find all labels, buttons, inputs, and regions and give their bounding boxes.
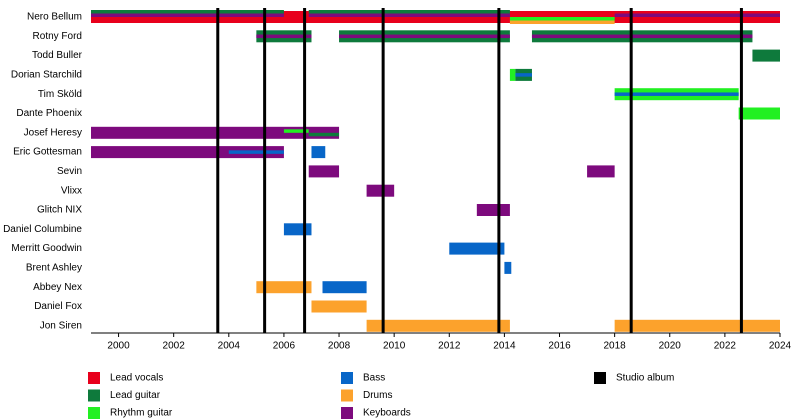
role-line	[509, 17, 615, 21]
x-tick-label: 2008	[328, 341, 351, 352]
role-line	[308, 13, 510, 17]
x-tick-label: 2004	[218, 341, 241, 352]
member-label: Abbey Nex	[33, 282, 82, 293]
x-tick-label: 2022	[714, 341, 737, 352]
role-bar	[366, 184, 395, 197]
member-label: Daniel Columbine	[3, 224, 82, 235]
role-line	[339, 34, 510, 39]
legend-swatch	[88, 372, 100, 384]
member-label: Brent Ashley	[26, 263, 82, 274]
x-tick-label: 2014	[493, 341, 516, 352]
member-label: Jon Siren	[40, 320, 82, 331]
legend-swatch	[88, 407, 100, 419]
role-line	[515, 73, 532, 77]
x-tick-label: 2012	[438, 341, 461, 352]
role-bar	[752, 49, 780, 62]
member-label: Todd Buller	[32, 50, 83, 61]
role-bar	[256, 281, 312, 294]
role-line	[509, 20, 615, 24]
x-tick-label: 2020	[659, 341, 682, 352]
role-bar	[308, 165, 340, 178]
role-line	[283, 129, 309, 133]
legend-label: Lead vocals	[110, 373, 163, 384]
role-bar	[91, 146, 284, 159]
x-tick-label: 2002	[163, 341, 186, 352]
role-bar	[509, 68, 516, 81]
role-bar	[738, 107, 780, 120]
role-bar	[587, 165, 615, 178]
legend-label: Drums	[363, 390, 392, 401]
role-bar	[283, 223, 312, 236]
member-label: Glitch NIX	[37, 205, 82, 216]
role-line	[228, 150, 284, 154]
legend-swatch	[341, 407, 353, 419]
role-line	[614, 92, 739, 96]
role-bar	[614, 319, 780, 332]
x-tick-label: 2024	[769, 341, 792, 352]
role-bar	[322, 281, 367, 294]
member-label: Daniel Fox	[34, 301, 82, 312]
member-label: Josef Heresy	[24, 127, 82, 138]
member-label: Tim Sköld	[38, 89, 82, 100]
role-bar	[504, 261, 512, 274]
legend-label: Studio album	[616, 373, 674, 384]
legend-swatch	[341, 389, 353, 402]
x-tick-label: 2010	[383, 341, 406, 352]
x-tick-label: 2018	[604, 341, 627, 352]
member-label: Merritt Goodwin	[11, 243, 82, 254]
member-label: Dorian Starchild	[11, 70, 82, 81]
x-tick-label: 2006	[273, 341, 296, 352]
role-bar	[449, 242, 505, 255]
x-tick-label: 2000	[107, 341, 130, 352]
role-bar	[311, 146, 326, 159]
role-line	[308, 132, 340, 137]
legend-swatch	[594, 372, 606, 384]
role-line	[256, 34, 312, 39]
member-label: Rotny Ford	[33, 31, 82, 42]
member-label: Vlixx	[61, 185, 82, 196]
member-label: Sevin	[57, 166, 82, 177]
role-bar	[476, 204, 510, 216]
role-line	[91, 13, 284, 17]
legend-swatch	[341, 372, 353, 384]
legend-label: Bass	[363, 373, 385, 384]
legend-label: Rhythm guitar	[110, 408, 173, 419]
x-tick-label: 2016	[548, 341, 571, 352]
role-bar	[91, 126, 340, 139]
member-label: Eric Gottesman	[13, 147, 82, 158]
legend-label: Lead guitar	[110, 390, 161, 401]
member-label: Nero Bellum	[27, 12, 82, 23]
role-line	[308, 10, 510, 14]
role-line	[91, 10, 284, 14]
role-line	[614, 13, 780, 17]
legend-label: Keyboards	[363, 408, 411, 419]
role-line	[531, 34, 753, 39]
role-bar	[366, 319, 510, 332]
member-label: Dante Phoenix	[16, 108, 82, 119]
legend-swatch	[88, 389, 100, 402]
role-bar	[311, 300, 367, 313]
